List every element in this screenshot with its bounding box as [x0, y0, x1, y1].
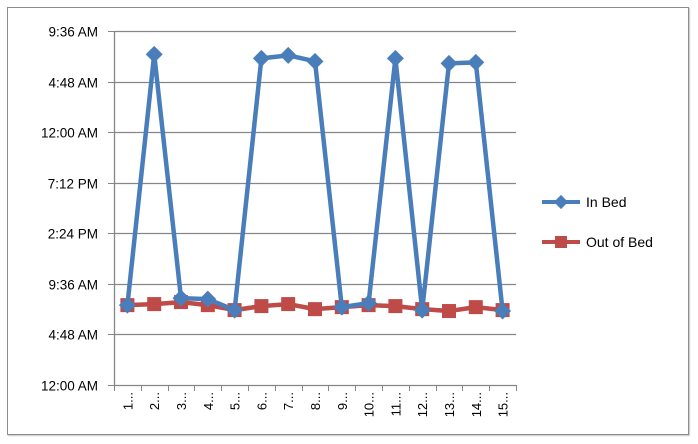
legend-label-in-bed: In Bed: [586, 194, 626, 210]
y-tick-label: 12:00 AM: [41, 379, 98, 394]
y-tick-label: 9:36 AM: [48, 25, 98, 40]
y-axis-tick-labels: 12:00 AM 4:48 AM 9:36 AM 2:24 PM 7:12 PM 12:0…: [41, 25, 98, 394]
x-tick-label: 13...: [442, 392, 457, 417]
diamond-marker-icon: [553, 194, 569, 210]
legend-item-out-of-bed: Out of Bed: [542, 234, 653, 250]
x-tick-label: 11...: [388, 392, 403, 416]
x-tick-label: 2...: [147, 392, 162, 410]
square-marker-icon: [388, 299, 403, 314]
legend-label-out-of-bed: Out of Bed: [586, 234, 653, 250]
square-marker-icon: [555, 236, 567, 248]
x-tick-label: 8...: [308, 392, 323, 410]
x-tick-label: 10...: [362, 392, 377, 417]
diamond-marker-icon: [145, 45, 163, 63]
diamond-marker-icon: [199, 290, 217, 308]
diamond-marker-icon: [306, 52, 324, 70]
x-tick-label: 6...: [254, 392, 269, 410]
diamond-marker-icon: [226, 301, 244, 319]
diamond-marker-icon: [333, 298, 351, 316]
diamond-marker-icon: [360, 294, 378, 312]
diamond-marker-icon: [279, 46, 297, 64]
diamond-marker-icon: [172, 289, 190, 307]
diamond-marker-icon: [440, 54, 458, 72]
x-tick-label: 5...: [228, 392, 243, 410]
x-tick-label: 3...: [174, 392, 189, 410]
y-tick-label: 2:24 PM: [48, 227, 98, 242]
diamond-marker-icon: [494, 302, 512, 320]
square-marker-icon: [281, 297, 296, 312]
legend: In Bed Out of Bed: [542, 194, 653, 250]
square-marker-icon: [442, 304, 456, 319]
x-axis-tick-labels: 1... 2... 3... 4... 5... 6... 7... 8... 9... 10..…: [120, 392, 510, 417]
diamond-marker-icon: [467, 53, 485, 71]
square-marker-icon: [147, 297, 162, 312]
x-tick-label: 1...: [120, 392, 135, 410]
diamond-marker-icon: [413, 301, 431, 319]
diamond-marker-icon: [252, 49, 270, 67]
data-series: [118, 45, 512, 320]
square-marker-icon: [468, 300, 483, 315]
y-tick-label: 7:12 PM: [48, 177, 98, 192]
x-tick-label: 7...: [281, 392, 296, 410]
x-tick-label: 9...: [335, 392, 350, 410]
x-tick-label: 14...: [469, 392, 484, 417]
legend-item-in-bed: In Bed: [542, 194, 626, 210]
chart-frame: [7, 7, 689, 435]
y-tick-label: 4:48 AM: [48, 328, 98, 343]
series-in-bed: [118, 45, 512, 320]
axes: [108, 31, 517, 391]
diamond-marker-icon: [118, 296, 136, 314]
y-tick-label: 12:00 AM: [41, 126, 98, 141]
x-tick-label: 4...: [201, 392, 216, 410]
square-marker-icon: [308, 302, 322, 317]
diamond-marker-icon: [386, 49, 404, 67]
y-tick-label: 9:36 AM: [48, 278, 98, 293]
series-line: [125, 52, 505, 313]
square-marker-icon: [254, 299, 269, 314]
x-tick-label: 15...: [496, 392, 511, 417]
y-tick-label: 4:48 AM: [48, 76, 98, 91]
x-tick-label: 12...: [415, 392, 430, 417]
